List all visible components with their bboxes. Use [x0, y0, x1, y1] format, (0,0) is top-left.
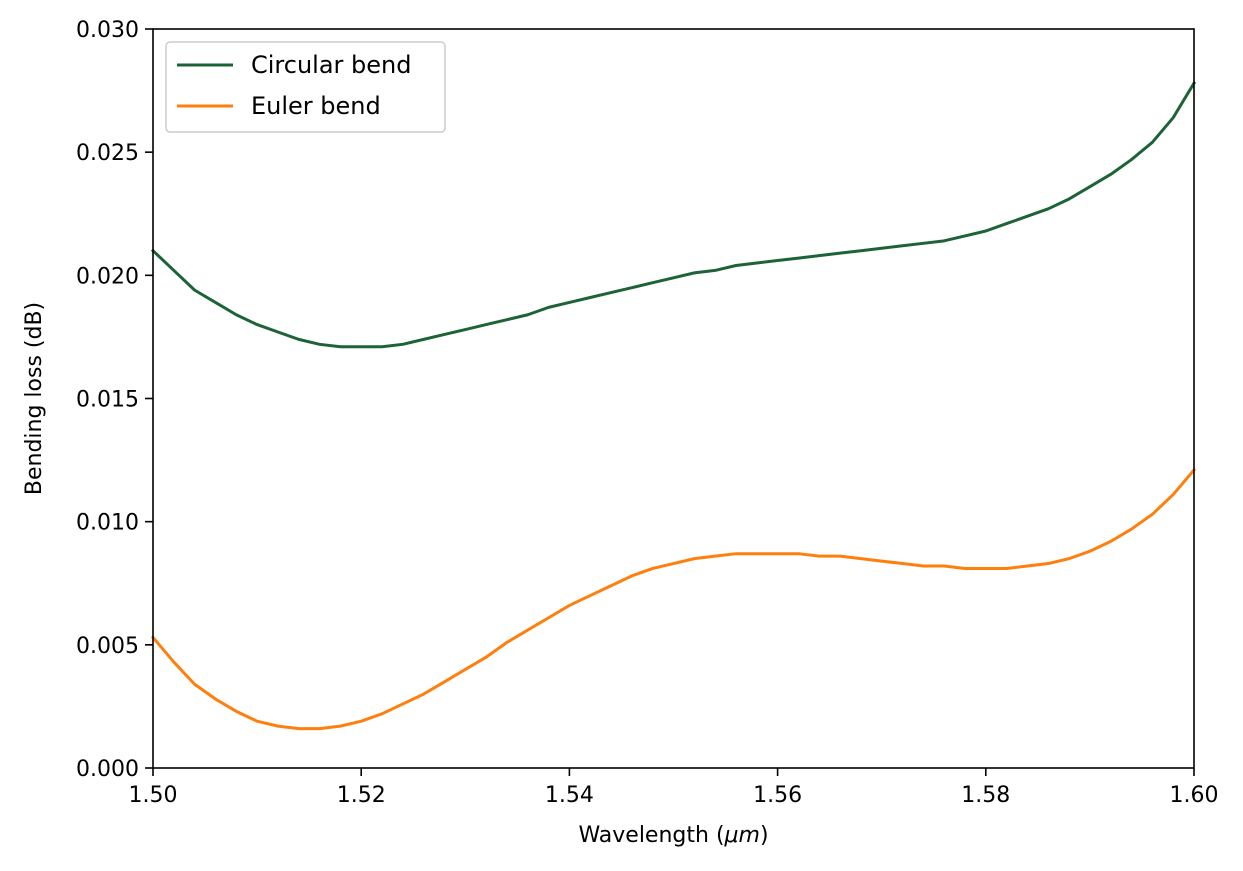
x-axis-ticks: 1.50 1.52 1.54 1.56 1.58 1.60 — [129, 768, 1219, 808]
y-tick-label: 0.005 — [76, 634, 139, 659]
y-tick-label: 0.025 — [76, 141, 139, 166]
y-tick-label: 0.020 — [76, 264, 139, 289]
x-tick-label: 1.54 — [545, 783, 594, 808]
x-axis-label-symbol: μm — [724, 823, 760, 848]
series-layer — [150, 81, 1197, 731]
legend: Circular bend Euler bend — [165, 41, 446, 133]
y-tick-label: 0.015 — [76, 388, 139, 413]
x-tick-label: 1.50 — [129, 783, 178, 808]
y-axis-ticks: 0.000 0.005 0.010 0.015 0.020 0.025 0.030 — [76, 18, 153, 782]
series-line-circular-bend — [150, 81, 1197, 349]
x-tick-label: 1.52 — [337, 783, 386, 808]
y-tick-label: 0.010 — [76, 511, 139, 536]
x-axis-label: Wavelength (μm) — [578, 823, 768, 848]
x-tick-label: 1.60 — [1170, 783, 1219, 808]
x-tick-label: 1.56 — [753, 783, 802, 808]
y-tick-label: 0.030 — [76, 18, 139, 43]
y-tick-label: 0.000 — [76, 757, 139, 782]
x-tick-label: 1.58 — [961, 783, 1010, 808]
x-axis-label-close: ) — [760, 823, 769, 848]
axes-frame — [152, 28, 1195, 769]
y-axis-label: Bending loss (dB) — [22, 302, 47, 495]
series-line-euler-bend — [150, 467, 1197, 731]
legend-label-circular-bend: Circular bend — [251, 51, 412, 79]
x-axis-label-text: Wavelength ( — [578, 823, 724, 848]
legend-label-euler-bend: Euler bend — [251, 92, 381, 120]
plot-area — [150, 28, 1197, 769]
legend-box — [165, 41, 446, 133]
